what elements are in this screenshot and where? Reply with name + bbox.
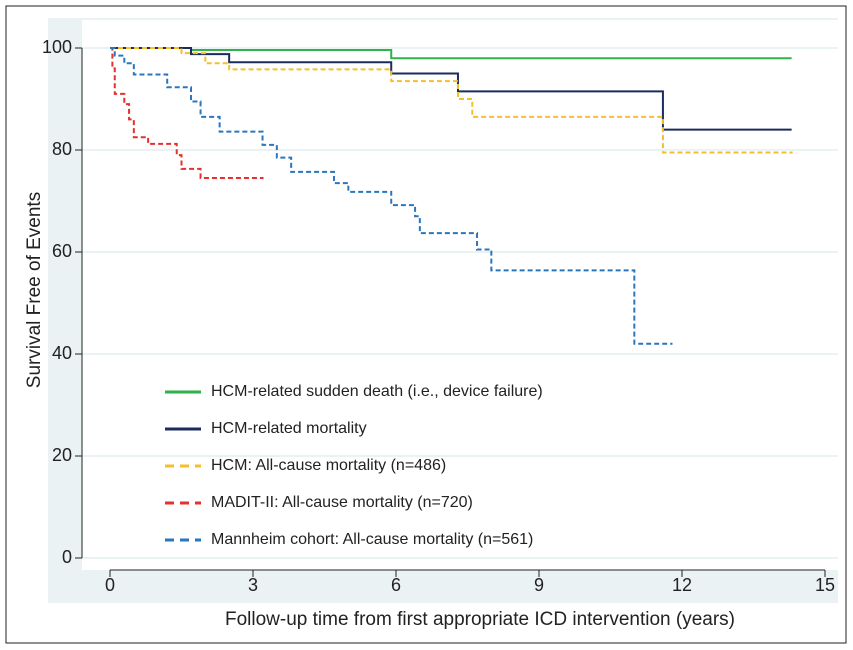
x-tick-label: 15	[815, 575, 835, 595]
x-axis-label: Follow-up time from first appropriate IC…	[225, 609, 735, 630]
legend-label: MADIT-II: All-cause mortality (n=720)	[211, 494, 473, 511]
x-tick-label: 0	[105, 575, 115, 595]
y-tick-label: 0	[62, 547, 72, 567]
x-tick-label: 6	[391, 575, 401, 595]
series-line	[110, 47, 792, 131]
y-tick-label: 100	[42, 37, 72, 57]
series-line	[110, 47, 264, 180]
legend-label: Mannheim cohort: All-cause mortality (n=…	[211, 531, 533, 548]
series-line	[110, 47, 673, 345]
series-line	[110, 47, 793, 154]
x-tick-label: 12	[672, 575, 692, 595]
y-tick-label: 60	[52, 241, 72, 261]
legend-label: HCM-related sudden death (i.e., device f…	[211, 383, 543, 400]
plot-area	[82, 20, 838, 570]
y-axis-label: Survival Free of Events	[24, 192, 45, 388]
legend-label: HCM-related mortality	[211, 420, 367, 437]
x-tick-label: 9	[534, 575, 544, 595]
y-tick-label: 40	[52, 343, 72, 363]
y-tick-label: 20	[52, 445, 72, 465]
x-tick-label: 3	[248, 575, 258, 595]
legend-label: HCM: All-cause mortality (n=486)	[211, 457, 446, 474]
y-tick-label: 80	[52, 139, 72, 159]
